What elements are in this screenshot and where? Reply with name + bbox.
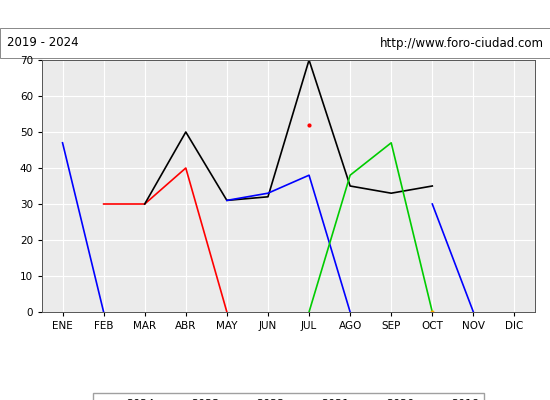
Text: http://www.foro-ciudad.com: http://www.foro-ciudad.com [379, 36, 543, 50]
Text: Evolucion Nº Turistas Extranjeros en el municipio de La Sagrada: Evolucion Nº Turistas Extranjeros en el … [53, 7, 497, 21]
Legend: 2024, 2023, 2022, 2021, 2020, 2019: 2024, 2023, 2022, 2021, 2020, 2019 [92, 393, 485, 400]
Text: 2019 - 2024: 2019 - 2024 [7, 36, 78, 50]
